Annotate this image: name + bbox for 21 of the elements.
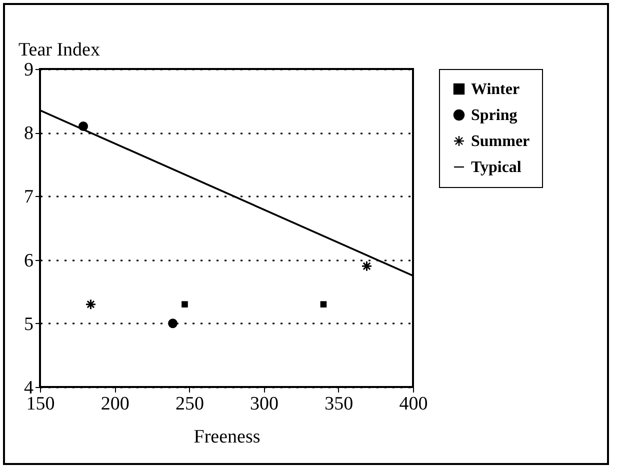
y-tick-label: 7 (24, 186, 34, 208)
x-tick-label: 200 (100, 394, 130, 414)
legend-label: Spring (471, 107, 518, 124)
y-tick-label: 6 (24, 250, 34, 272)
point (168, 318, 178, 328)
y-tick-label: 8 (24, 123, 34, 144)
x-axis-title: Freeness (194, 426, 260, 448)
x-tick-label: 300 (250, 394, 279, 414)
y-axis-title: Tear Index (18, 40, 100, 60)
legend-label: Summer (471, 133, 530, 150)
y-tick-label: 5 (24, 314, 34, 335)
point (320, 301, 327, 308)
y-tick-label: 9 (24, 60, 34, 80)
point (85, 298, 96, 310)
x-tick-label: 400 (399, 394, 428, 414)
point (182, 301, 188, 308)
x-tick-label: 350 (324, 394, 354, 414)
legend-label: Typical (471, 159, 522, 176)
x-tick-label: 250 (175, 394, 204, 414)
point (361, 260, 372, 272)
legend-label: Winter (471, 81, 520, 98)
